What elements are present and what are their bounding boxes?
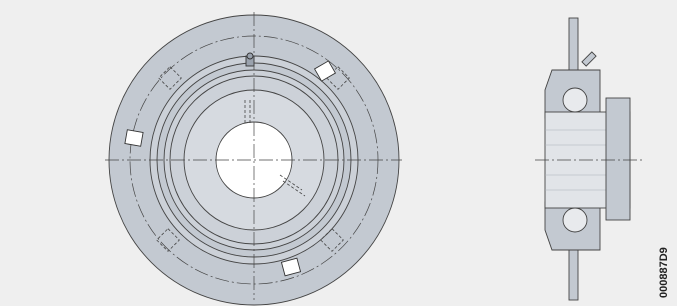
ball-top [563,88,587,112]
drawing-code: 000887D9 [658,247,670,298]
grease-nipple [246,53,254,66]
locking-collar [606,98,630,220]
drawing: 000887D9 [0,0,677,306]
ball-bottom [563,208,587,232]
